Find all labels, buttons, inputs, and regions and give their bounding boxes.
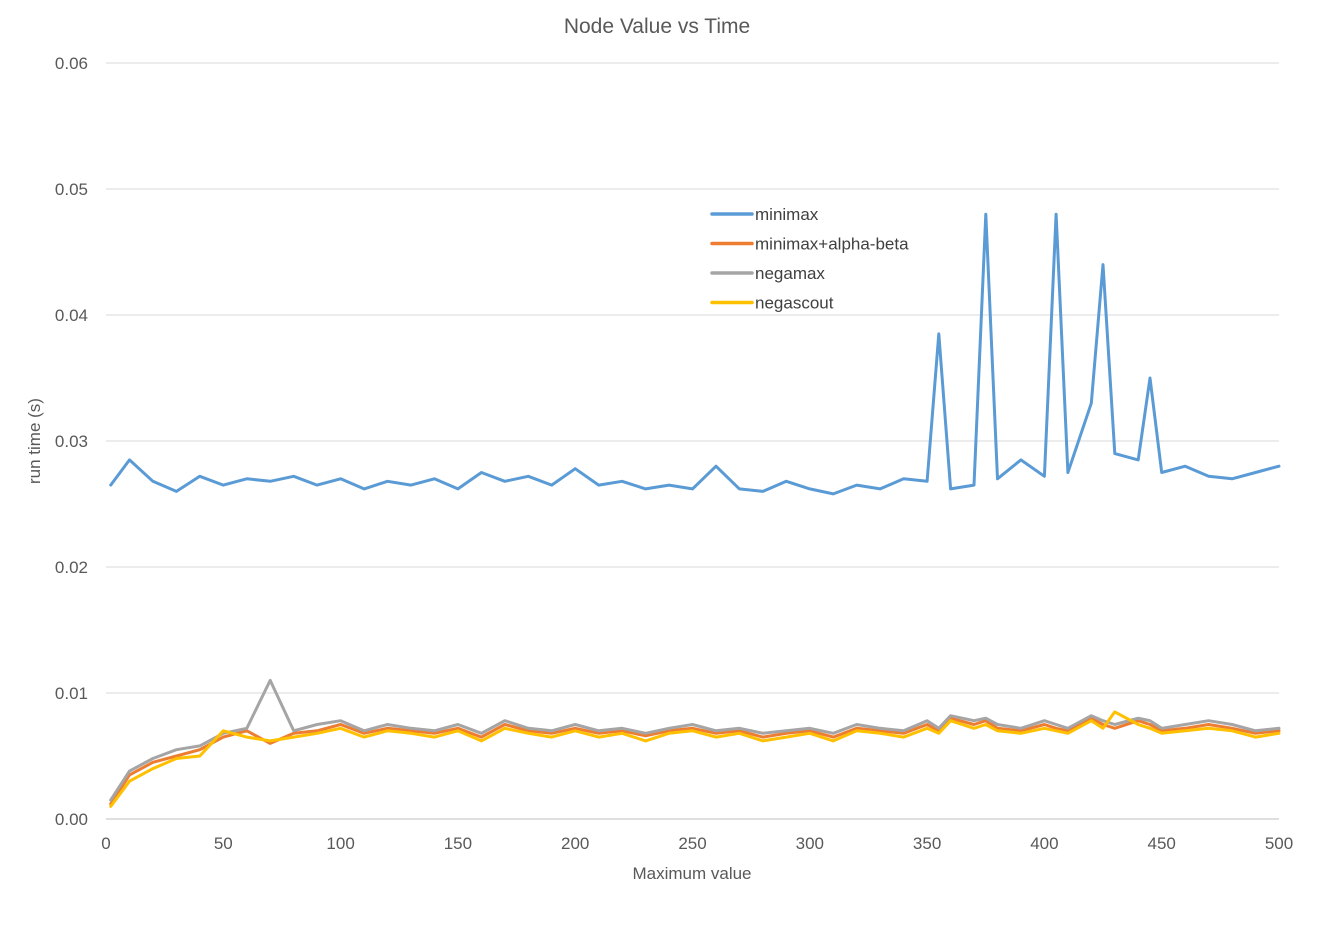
x-axis-label: Maximum value	[632, 864, 751, 883]
x-tick-label: 500	[1265, 834, 1293, 853]
x-tick-label: 250	[678, 834, 706, 853]
legend-entry-label: negascout	[755, 294, 834, 313]
x-tick-label: 100	[326, 834, 354, 853]
series-line-minimax	[109, 212, 1281, 496]
y-tick-label: 0.06	[55, 54, 88, 73]
y-axis-ticks: 0.00 0.01 0.02 0.03 0.04 0.05 0.06	[55, 54, 88, 829]
legend-entry-label: minimax+alpha-beta	[755, 235, 909, 254]
y-tick-label: 0.02	[55, 558, 88, 577]
legend: minimax minimax+alpha-beta negamax negascou…	[710, 205, 909, 313]
series-line-minimax-alpha-beta	[109, 716, 1281, 806]
y-tick-label: 0.03	[55, 432, 88, 451]
y-axis-label: run time (s)	[25, 398, 44, 484]
y-tick-label: 0.04	[55, 306, 88, 325]
series-line-negascout	[109, 710, 1281, 808]
x-tick-label: 450	[1148, 834, 1176, 853]
x-axis-ticks: 0 50 100 150 200 250 300 350 400 450 500	[101, 834, 1293, 853]
x-tick-label: 350	[913, 834, 941, 853]
chart-title: Node Value vs Time	[564, 15, 750, 38]
gridlines	[106, 62, 1279, 820]
x-tick-label: 0	[101, 834, 110, 853]
series-line-negamax	[109, 678, 1281, 802]
y-tick-label: 0.05	[55, 180, 88, 199]
legend-entry-label: negamax	[755, 264, 825, 283]
x-tick-label: 300	[796, 834, 824, 853]
x-tick-label: 400	[1030, 834, 1058, 853]
y-tick-label: 0.01	[55, 684, 88, 703]
y-tick-label: 0.00	[55, 810, 88, 829]
x-tick-label: 50	[214, 834, 233, 853]
x-tick-label: 150	[444, 834, 472, 853]
x-tick-label: 200	[561, 834, 589, 853]
legend-entry-label: minimax	[755, 205, 819, 224]
series-lines	[109, 212, 1281, 808]
